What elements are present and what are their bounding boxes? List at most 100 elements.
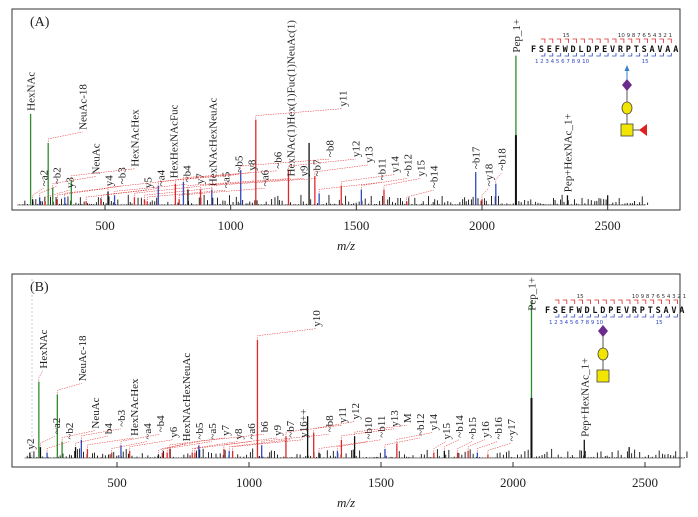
x-tick-label: 1500 <box>343 218 369 233</box>
panel-label: (A) <box>30 15 50 30</box>
peak-label: NeuAc-18 <box>77 335 89 381</box>
sequence-residue: R <box>632 306 638 316</box>
y-fragment-marker <box>667 38 672 43</box>
peak-label: ~a2 <box>39 170 51 186</box>
peak-label: ~y17 <box>506 418 518 441</box>
panel-label: (B) <box>30 280 49 295</box>
sequence-residue: D <box>586 45 591 55</box>
label-leader-line <box>314 164 369 175</box>
peak-label: ~b2 <box>52 167 64 184</box>
hexose-circle-icon <box>621 101 633 115</box>
peak-label: HexNAc <box>26 72 38 111</box>
peak-label: y16++ <box>298 409 310 438</box>
b-fragment-marker <box>554 314 560 318</box>
peak-label: y7 <box>220 424 232 436</box>
peak-label: y11 <box>337 407 349 423</box>
peak-label: ~b18 <box>497 148 509 171</box>
sequence-residue: E <box>602 45 607 55</box>
label-leader-line <box>81 428 121 439</box>
sequence-residue: T <box>634 45 639 55</box>
peak-label: y13 <box>364 146 376 163</box>
label-leader-line <box>61 430 95 441</box>
b-fragment-marker <box>564 53 569 57</box>
y-fragment-marker <box>619 38 625 43</box>
y-fragment-marker <box>604 38 609 43</box>
label-leader-line <box>318 182 382 193</box>
sequence-residue: S <box>642 45 647 55</box>
peak-label: y15 <box>416 159 428 176</box>
hexose-circle-icon <box>597 347 609 361</box>
peak-label: ~a4 <box>142 423 154 440</box>
y-fragment-marker <box>649 299 655 304</box>
peak-label: HexNAcHexNeuAc <box>208 97 220 186</box>
b-fragment-marker <box>570 314 576 318</box>
b-fragment-marker <box>633 314 639 318</box>
y-fragment-marker <box>657 299 662 304</box>
label-leader-line <box>288 158 356 170</box>
sequence-residue: D <box>600 306 605 316</box>
peak-label: y10 <box>311 310 323 327</box>
b-fragment-marker <box>562 314 568 318</box>
peak-label: HexNAcHex <box>129 378 141 436</box>
label-leader-line <box>158 174 239 185</box>
b-fragment-marker <box>610 314 615 318</box>
peak-label: ~b7 <box>285 420 297 437</box>
y-fragment-marker <box>618 299 623 304</box>
y-fragment-marker <box>540 38 546 43</box>
label-leader-line <box>38 370 44 381</box>
label-leader-line <box>134 185 200 197</box>
b-fragment-marker <box>626 314 631 318</box>
sequence-residue: P <box>640 306 645 316</box>
plot-frame <box>11 8 681 211</box>
y-fragment-marker <box>564 38 569 43</box>
b-fragment-marker <box>578 314 583 318</box>
peak-label: NeuAc <box>90 397 102 428</box>
peak-label: y12 <box>350 403 362 420</box>
b-fragment-marker <box>635 53 641 57</box>
label-leader-line <box>158 443 186 454</box>
sequence-residue: V <box>624 306 629 316</box>
x-tick-label: 2000 <box>469 218 495 233</box>
peak-label: y13 <box>389 410 401 427</box>
y-fragment-marker <box>626 299 631 304</box>
peak-label: y5 <box>143 177 155 189</box>
sequence-residue: T <box>648 306 653 316</box>
peak-label: y9 <box>299 165 311 177</box>
peak-label: HexNAcHex <box>130 109 142 167</box>
y-number: 15 <box>577 294 584 300</box>
b-fragment-marker <box>673 314 678 318</box>
peak-label: y4 <box>104 175 116 187</box>
sequence-residue: R <box>618 45 624 55</box>
peak-label: y15 <box>441 423 453 440</box>
y-fragment-marker <box>659 38 664 43</box>
peak-label: Pep+HexNAc_1+ <box>579 358 591 437</box>
b-fragment-marker <box>643 53 648 57</box>
peak-label: ~b4 <box>182 165 194 182</box>
peak-label: ~b5 <box>194 422 206 439</box>
label-leader-line <box>444 439 459 450</box>
b-fragment-marker <box>651 53 656 57</box>
peak-label: ~b16 <box>493 417 505 440</box>
peak-label: ~b11 <box>376 416 388 438</box>
sequence-residue: S <box>539 45 544 55</box>
label-leader-line <box>56 187 109 199</box>
label-leader-line <box>114 184 187 195</box>
label-leader-line <box>223 437 277 448</box>
y-fragment-marker <box>586 299 591 304</box>
x-tick-label: 2500 <box>632 475 658 490</box>
neuac-diamond-icon <box>622 79 632 91</box>
b-fragment-marker <box>612 53 617 57</box>
peak-label: Pep+HexNAc_1+ <box>562 113 574 192</box>
b-fragment-marker <box>602 314 607 318</box>
label-leader-line <box>162 441 199 452</box>
peak-label: Pep_1+ <box>511 19 523 53</box>
label-leader-line <box>40 435 56 447</box>
label-leader-line <box>47 131 83 142</box>
sequence-residue: P <box>608 306 613 316</box>
sequence-residue: S <box>553 306 558 316</box>
label-leader-line <box>144 187 213 199</box>
sequence-residue: E <box>561 306 566 316</box>
peak-label: ~a2 <box>51 418 63 434</box>
b-fragment-marker <box>641 314 647 318</box>
